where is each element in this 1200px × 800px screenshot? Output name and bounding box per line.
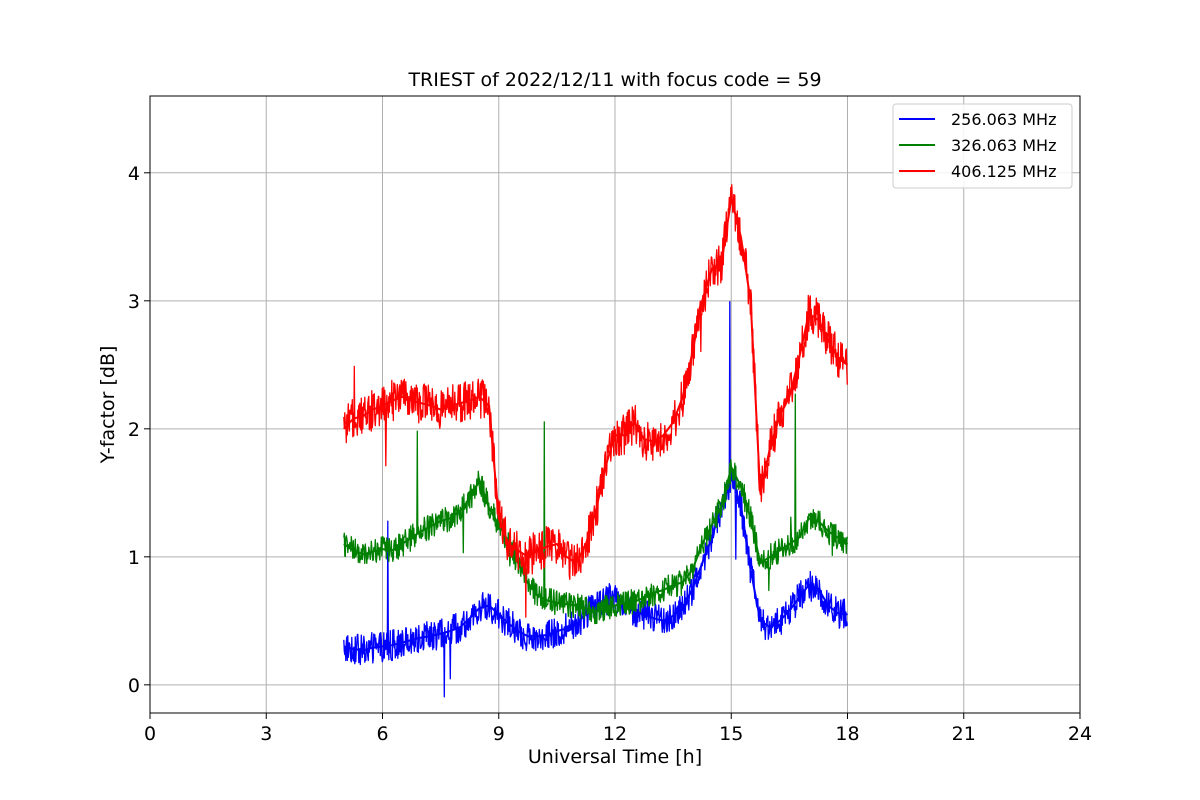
series-line (343, 464, 849, 613)
x-tick-label: 24 (1068, 723, 1092, 745)
x-axis-label: Universal Time [h] (528, 746, 702, 768)
legend-label: 406.125 MHz (951, 162, 1056, 181)
y-tick-label: 1 (128, 547, 140, 569)
x-tick-label: 21 (952, 723, 976, 745)
x-tick-label: 12 (603, 723, 627, 745)
y-axis-label: Y-factor [dB] (97, 346, 119, 465)
x-tick-label: 0 (144, 723, 156, 745)
series-noise-trace (343, 184, 848, 618)
y-tick-label: 4 (128, 163, 140, 185)
series-3 (343, 184, 849, 618)
series-line (343, 198, 849, 565)
legend-label: 256.063 MHz (951, 110, 1056, 129)
x-tick-label: 15 (719, 723, 743, 745)
legend-label: 326.063 MHz (951, 136, 1056, 155)
x-tick-label: 6 (376, 723, 388, 745)
series-1 (343, 301, 848, 698)
series-2 (343, 393, 849, 625)
x-tick-label: 3 (260, 723, 272, 745)
y-tick-label: 2 (128, 419, 140, 441)
y-tick-label: 3 (128, 291, 140, 313)
series-layer (343, 184, 849, 698)
legend: 256.063 MHz 326.063 MHz 406.125 MHz (892, 103, 1073, 189)
x-tick-label: 18 (835, 723, 859, 745)
x-tick-label: 9 (493, 723, 505, 745)
chart-title: TRIEST of 2022/12/11 with focus code = 5… (407, 69, 821, 91)
series-line (343, 474, 848, 652)
legend-box (892, 103, 1073, 189)
y-tick-label: 0 (128, 675, 140, 697)
series-noise-trace (343, 393, 848, 625)
